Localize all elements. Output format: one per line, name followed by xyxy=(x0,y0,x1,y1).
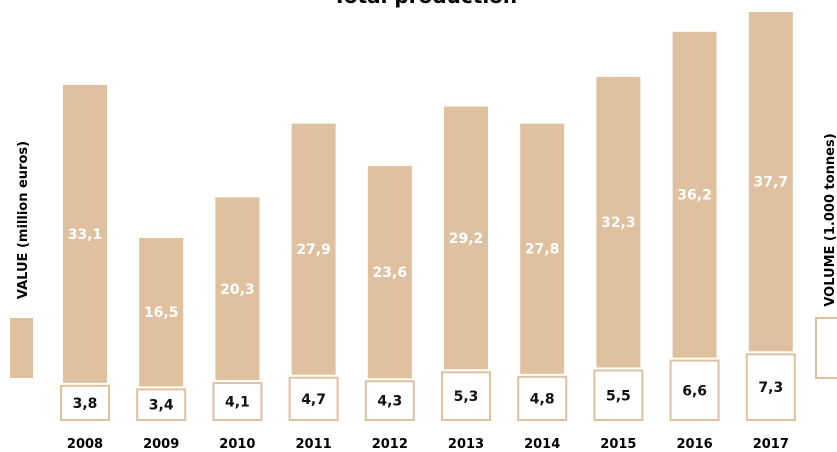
value-label: 23,6 xyxy=(373,265,408,281)
volume-box xyxy=(441,371,491,421)
value-label: 27,9 xyxy=(296,242,331,258)
value-label: 16,5 xyxy=(144,305,179,321)
volume-box xyxy=(669,359,720,422)
x-tick-label: 2013 xyxy=(448,437,484,452)
volume-box xyxy=(517,375,568,421)
volume-box xyxy=(364,380,415,421)
x-tick-label: 2014 xyxy=(524,437,560,452)
value-label: 37,7 xyxy=(754,175,789,191)
value-bar xyxy=(367,165,412,379)
chart-title: Total production xyxy=(333,0,517,8)
value-bar xyxy=(291,123,336,375)
x-tick-label: 2015 xyxy=(600,437,636,452)
legend-swatch xyxy=(815,317,837,379)
volume-box xyxy=(745,353,796,421)
value-bar xyxy=(215,197,260,381)
x-tick-label: 2010 xyxy=(219,437,255,452)
legend-label: VOLUME (1.000 tonnes) xyxy=(823,133,837,306)
volume-label: 4,8 xyxy=(530,391,555,407)
value-label: 29,2 xyxy=(449,231,484,247)
volume-label: 5,5 xyxy=(606,388,631,404)
value-label: 32,3 xyxy=(601,215,636,231)
value-label: 36,2 xyxy=(677,188,712,204)
value-label: 20,3 xyxy=(220,282,255,298)
value-bar xyxy=(520,123,565,374)
legend-swatch xyxy=(10,318,33,378)
x-tick-label: 2017 xyxy=(753,437,789,452)
value-bar xyxy=(139,237,184,387)
legend-label: VALUE (million euros) xyxy=(16,141,31,299)
x-tick-label: 2009 xyxy=(143,437,179,452)
value-bar xyxy=(63,84,107,383)
x-tick-label: 2012 xyxy=(372,437,408,452)
volume-box xyxy=(593,369,644,421)
volume-label: 5,3 xyxy=(454,389,479,405)
value-bar xyxy=(748,12,793,352)
value-bar xyxy=(672,31,717,358)
x-tick-label: 2011 xyxy=(296,437,332,452)
value-bar xyxy=(444,106,488,370)
volume-label: 3,8 xyxy=(73,396,98,412)
volume-label: 4,1 xyxy=(225,395,250,411)
value-label: 33,1 xyxy=(68,227,103,243)
volume-box xyxy=(60,384,110,421)
volume-label: 3,4 xyxy=(149,398,174,414)
volume-label: 7,3 xyxy=(758,380,783,396)
volume-label: 6,6 xyxy=(682,383,707,399)
volume-box xyxy=(212,382,263,422)
value-bar xyxy=(596,76,641,368)
volume-box xyxy=(136,388,187,421)
value-label: 27,8 xyxy=(525,242,560,258)
x-tick-label: 2016 xyxy=(677,437,713,452)
volume-label: 4,7 xyxy=(301,392,326,408)
volume-box xyxy=(288,376,339,422)
x-tick-label: 2008 xyxy=(67,437,103,452)
volume-label: 4,3 xyxy=(377,394,402,410)
